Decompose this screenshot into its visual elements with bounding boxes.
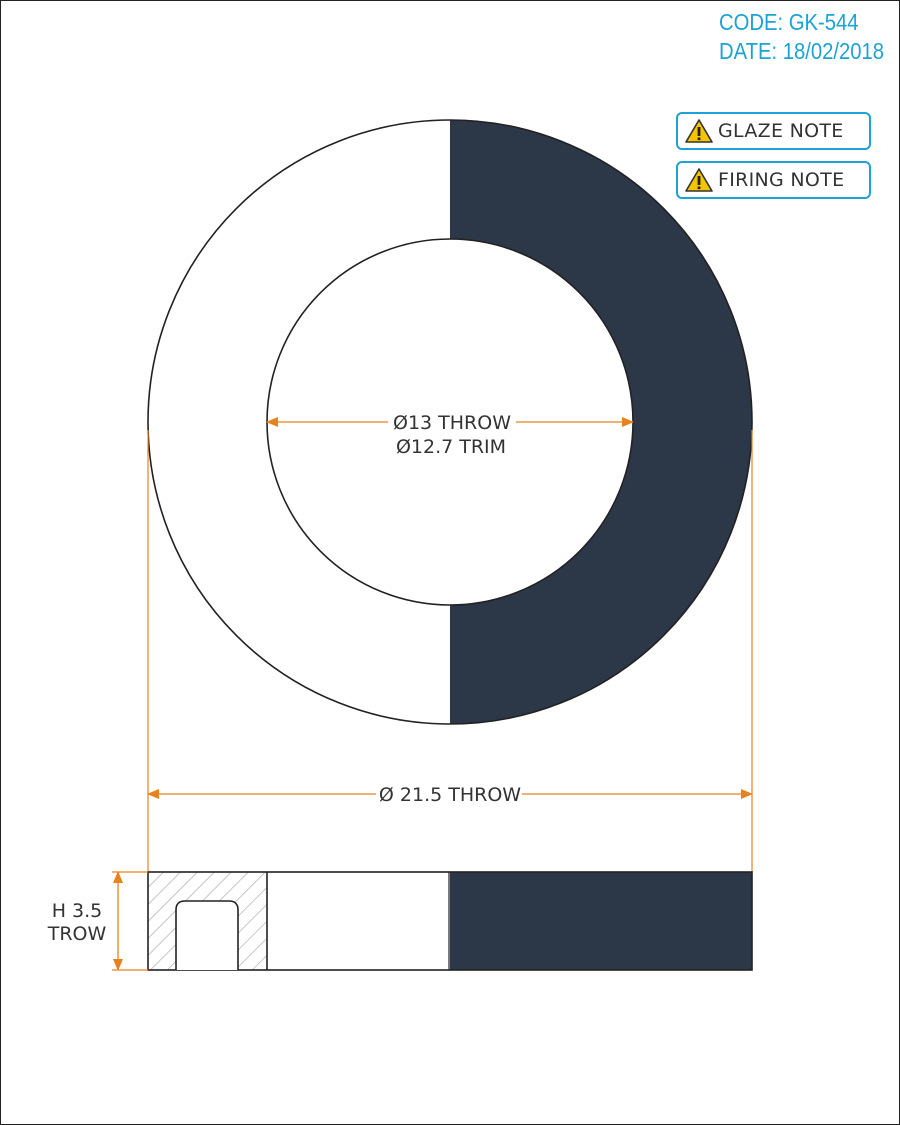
outer-throw-label: Ø 21.5 THROW [379,784,521,806]
ring-dark-half [450,120,752,724]
height-unit-label: TROW [47,923,107,945]
side-outline [147,871,753,971]
height-value-label: H 3.5 [52,900,103,922]
outer-diameter-dimension: Ø 21.5 THROW [147,430,753,872]
side-dark-half [450,872,752,970]
height-dimension: H 3.5 TROW [47,871,148,971]
glaze-note-button[interactable]: GLAZE NOTE [676,112,871,150]
inner-diameter-dimension: Ø13 THROW Ø12.7 TRIM [266,412,634,458]
code-label: CODE: GK-544 [719,9,859,35]
ring-side-view [147,871,753,971]
foot-groove [175,900,239,970]
inner-trim-label: Ø12.7 TRIM [396,436,506,458]
outer-circle [147,119,753,725]
firing-note-label: FIRING NOTE [718,169,845,191]
glaze-note-label: GLAZE NOTE [718,120,844,142]
inner-throw-label: Ø13 THROW [393,412,511,434]
firing-note-button[interactable]: FIRING NOTE [676,161,871,199]
warning-icon [685,168,713,192]
date-label: DATE: 18/02/2018 [719,38,885,64]
warning-icon [685,119,713,143]
